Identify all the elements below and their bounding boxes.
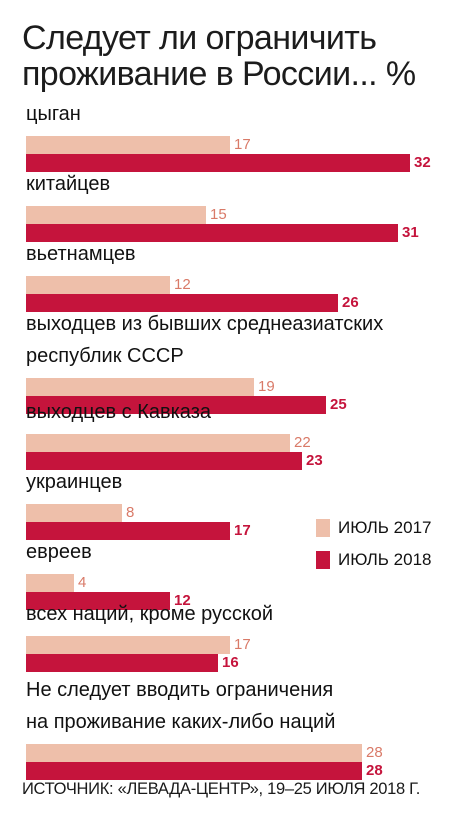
data-label: 25	[330, 396, 347, 413]
category-label: евреев	[26, 541, 92, 563]
bar-2017	[26, 206, 206, 224]
bar-2018	[26, 522, 230, 540]
category-label: цыган	[26, 103, 81, 125]
bar-2017	[26, 276, 170, 294]
data-label: 12	[174, 592, 191, 609]
data-label: 31	[402, 224, 419, 241]
bar-2018	[26, 294, 338, 312]
bar-2018	[26, 654, 218, 672]
data-label: 16	[222, 654, 239, 671]
data-label: 28	[366, 762, 383, 779]
legend-swatch	[316, 551, 330, 569]
data-label: 17	[234, 636, 251, 653]
data-label: 32	[414, 154, 431, 171]
data-label: 17	[234, 136, 251, 153]
bar-2017	[26, 744, 362, 762]
data-label: 22	[294, 434, 311, 451]
bar-2017	[26, 378, 254, 396]
category-label: на проживание каких-либо наций	[26, 711, 336, 733]
bar-2018	[26, 762, 362, 780]
bar-2017	[26, 574, 74, 592]
bar-2018	[26, 396, 326, 414]
category-label: украинцев	[26, 471, 123, 493]
bar-2017	[26, 136, 230, 154]
bar-2018	[26, 452, 302, 470]
data-label: 19	[258, 378, 275, 395]
bar-2017	[26, 434, 290, 452]
data-label: 26	[342, 294, 359, 311]
category-label: республик СССР	[26, 345, 184, 367]
category-label: всех наций, кроме русской	[26, 603, 274, 625]
bar-2018	[26, 154, 410, 172]
data-label: 4	[78, 574, 87, 591]
category-label: китайцев	[26, 173, 111, 195]
category-label: выходцев из бывших среднеазиатских	[26, 313, 384, 335]
data-label: 15	[210, 206, 227, 223]
category-label: выходцев с Кавказа	[26, 401, 211, 423]
data-label: 8	[126, 504, 135, 521]
data-label: 12	[174, 276, 191, 293]
bar-2018	[26, 224, 398, 242]
legend-swatch	[316, 519, 330, 537]
category-label: вьетнамцев	[26, 243, 136, 265]
bar-2017	[26, 504, 122, 522]
chart-title: Следует ли ограничить проживание в Росси…	[22, 19, 416, 93]
source-note: ИСТОЧНИК: «ЛЕВАДА-ЦЕНТР», 19–25 ИЮЛЯ 201…	[22, 780, 421, 798]
category-label: Не следует вводить ограничения	[26, 679, 334, 701]
legend-label: ИЮЛЬ 2017	[338, 518, 432, 537]
legend-label: ИЮЛЬ 2018	[338, 550, 432, 569]
bar-2017	[26, 636, 230, 654]
bar-2018	[26, 592, 170, 610]
data-label: 17	[234, 522, 251, 539]
data-label: 28	[366, 744, 383, 761]
legend-item: ИЮЛЬ 2017	[316, 517, 476, 539]
data-label: 23	[306, 452, 323, 469]
legend-item: ИЮЛЬ 2018	[316, 549, 476, 571]
